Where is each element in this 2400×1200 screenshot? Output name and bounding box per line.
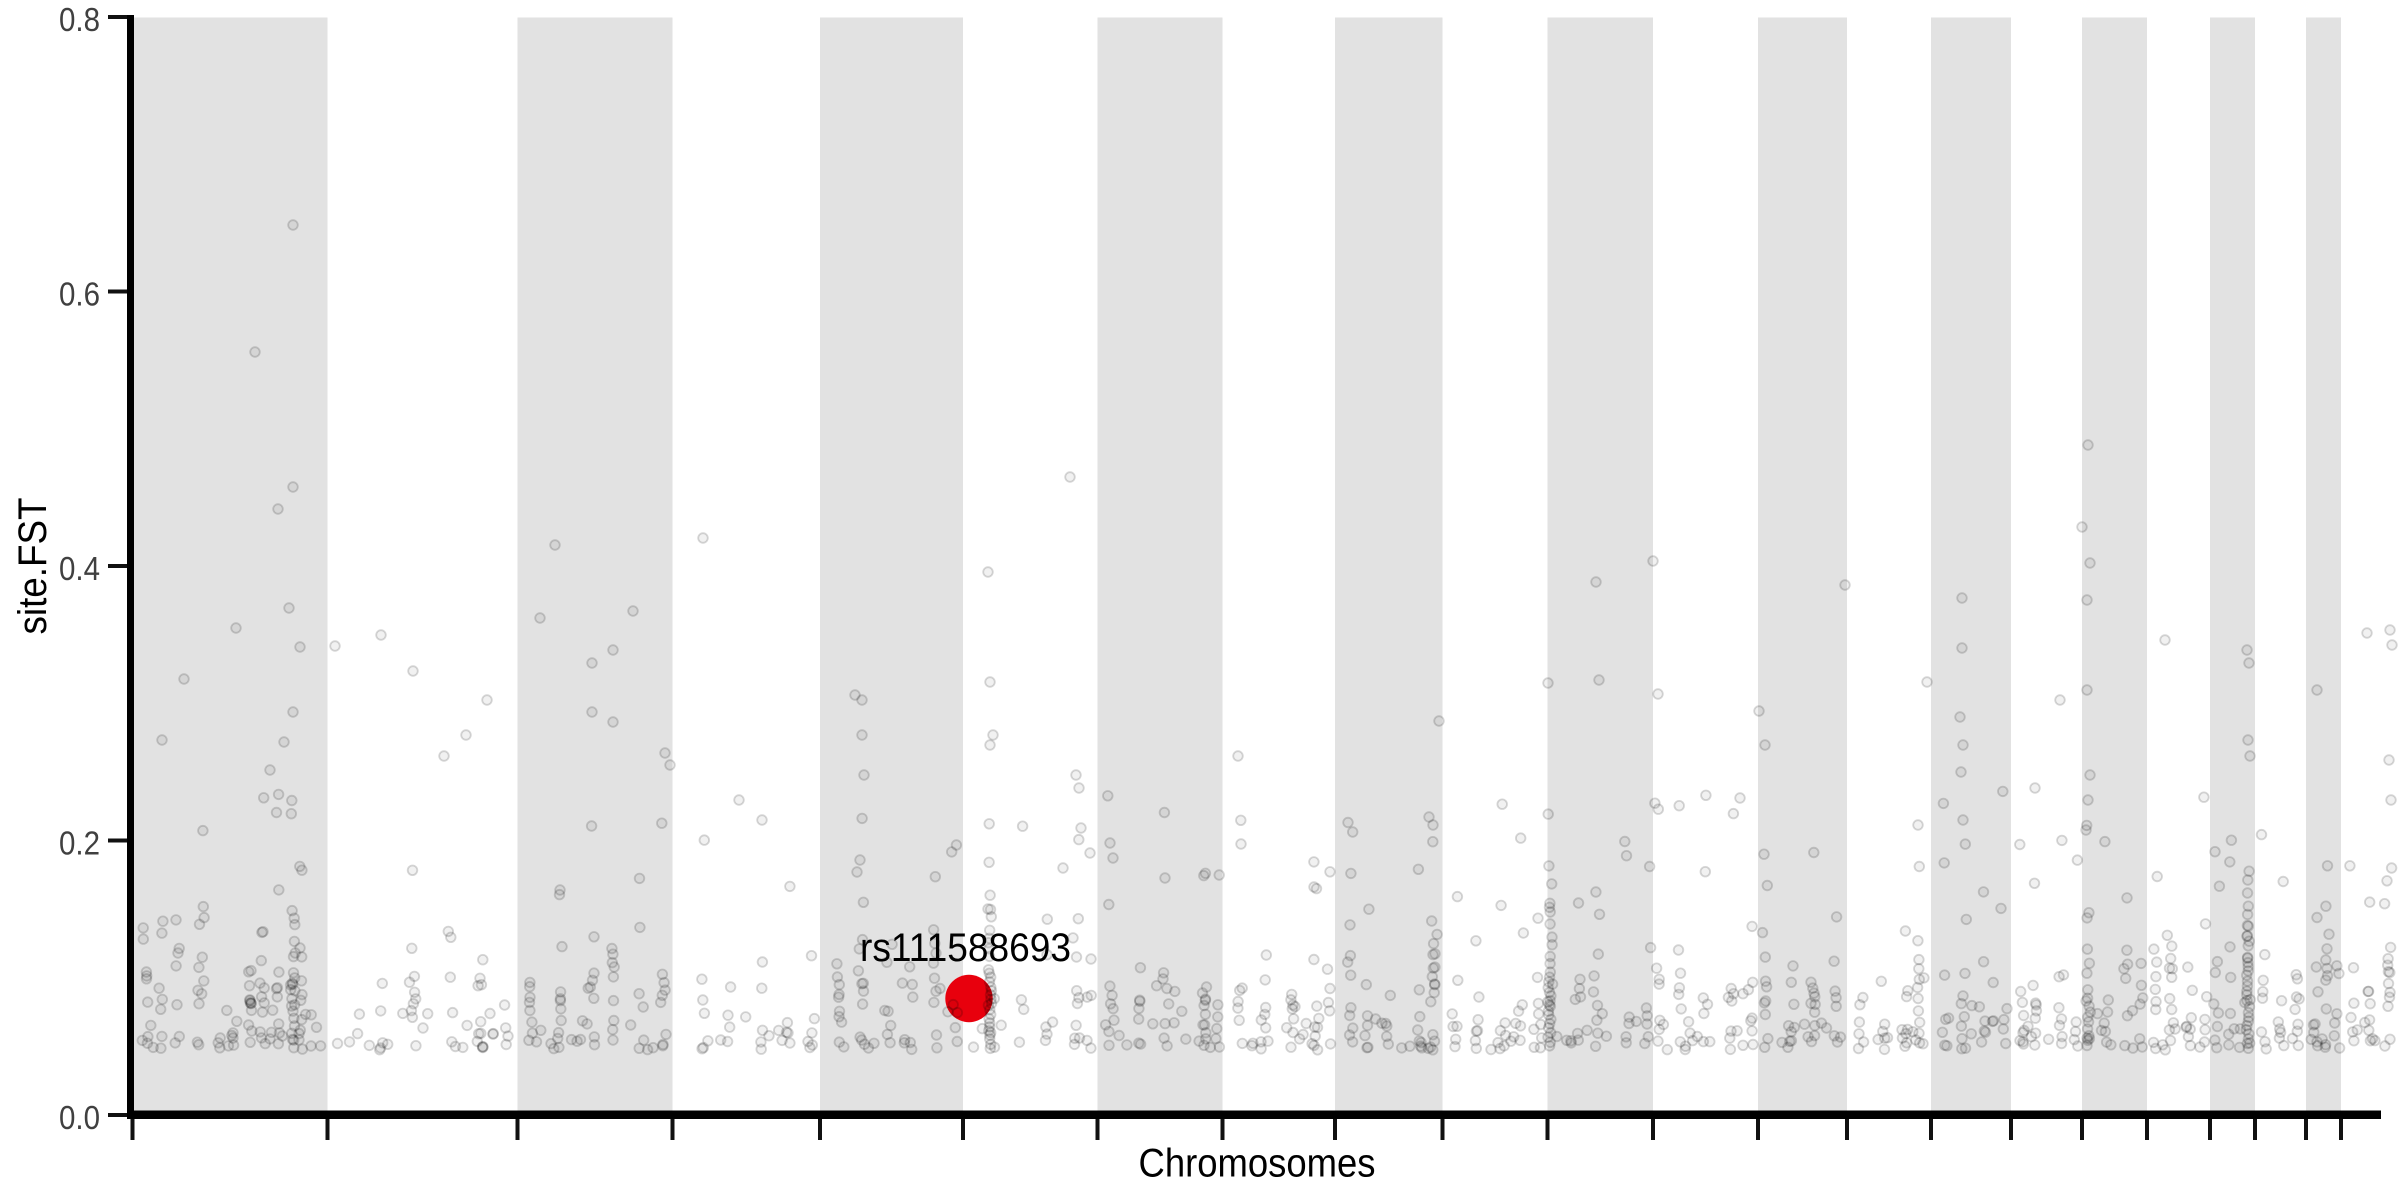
svg-text:site.FST: site.FST bbox=[11, 498, 55, 635]
svg-text:Chromosomes: Chromosomes bbox=[1139, 1142, 1376, 1186]
svg-text:0.6: 0.6 bbox=[59, 276, 100, 313]
svg-text:0.2: 0.2 bbox=[59, 825, 100, 862]
svg-text:0.0: 0.0 bbox=[59, 1099, 100, 1136]
svg-text:0.8: 0.8 bbox=[59, 1, 100, 38]
svg-text:0.4: 0.4 bbox=[59, 550, 100, 587]
svg-text:rs111588693: rs111588693 bbox=[860, 926, 1071, 970]
